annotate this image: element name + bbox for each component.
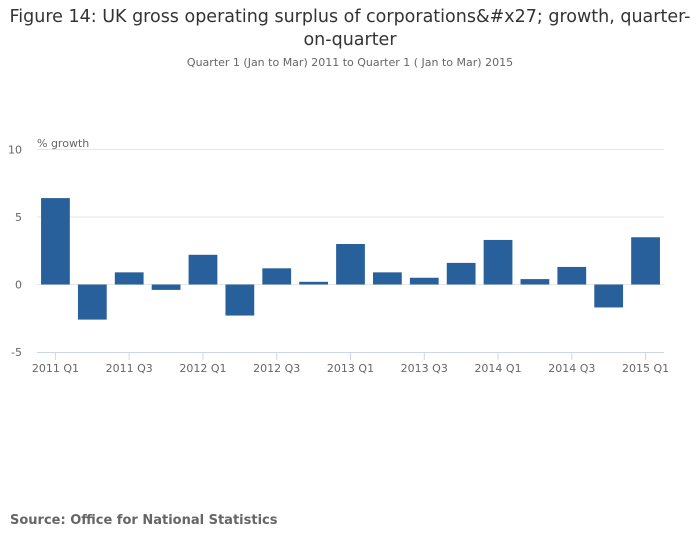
bar: 2011 Q3: 0.9	[114, 272, 144, 285]
x-tick-label: 2011 Q1	[32, 362, 79, 375]
bar: 2013 Q1: 3	[336, 244, 365, 285]
bar: 2013 Q3: 0.5	[409, 277, 439, 285]
x-tick-labels: 2011 Q1 2011 Q3 2012 Q1 2012 Q3 2013 Q1 2013 …	[32, 362, 669, 375]
bar: 2015 Q1: 3.5	[631, 237, 660, 285]
x-tick-label: 2011 Q3	[106, 362, 153, 375]
bar-chart: 2011 Q1: 6.42011 Q2: -2.6 2011 Q3: 0.9 201…	[8, 137, 669, 375]
chart-subtitle: Quarter 1 (Jan to Mar) 2011 to Quarter 1…	[186, 56, 514, 69]
bar: 2012 Q4: 0.2	[299, 281, 329, 285]
bar: 2012 Q3: 1.2	[262, 268, 292, 285]
source-note: Source: Office for National Statistics	[10, 513, 278, 528]
chart-title: Figure 14: UK gross operating surplus of…	[9, 7, 691, 50]
x-tick-label: 2013 Q1	[327, 362, 374, 375]
x-tick-label: 2014 Q1	[474, 362, 521, 375]
bar: 2014 Q1: 3.3	[483, 239, 513, 285]
bar: 2012 Q2: -2.3	[225, 284, 255, 316]
x-tick-label: 2015 Q1	[622, 362, 669, 375]
bar: 2012 Q1: 2.2	[188, 254, 218, 285]
y-tick-label: 0	[15, 279, 22, 292]
bar: 2011 Q4: -0.4	[151, 284, 181, 290]
y-tick-label: 10	[8, 144, 22, 157]
x-tick-label: 2012 Q3	[253, 362, 300, 375]
y-tick-label: 5	[15, 211, 22, 224]
bar: 2011 Q2: -2.6	[77, 284, 107, 320]
x-tick-label: 2013 Q3	[401, 362, 448, 375]
bar: 2011 Q1: 6.4	[41, 198, 70, 285]
y-tick-label: -5	[11, 346, 22, 359]
bar: 2014 Q3: 1.3	[557, 266, 587, 285]
y-axis-label: % growth	[37, 137, 89, 150]
x-axis	[37, 352, 664, 360]
x-tick-label: 2012 Q1	[179, 362, 226, 375]
bar: 2013 Q4: 1.6	[446, 262, 476, 285]
y-axis: -5 0 5 10	[8, 144, 22, 360]
bars: 2011 Q1: 6.42011 Q2: -2.6 2011 Q3: 0.9 201…	[41, 198, 660, 320]
bar: 2014 Q2: 0.4	[520, 279, 550, 285]
x-tick-label: 2014 Q3	[548, 362, 595, 375]
bar: 2013 Q2: 0.9	[372, 272, 402, 285]
bar: 2014 Q4: -1.7	[594, 284, 624, 308]
